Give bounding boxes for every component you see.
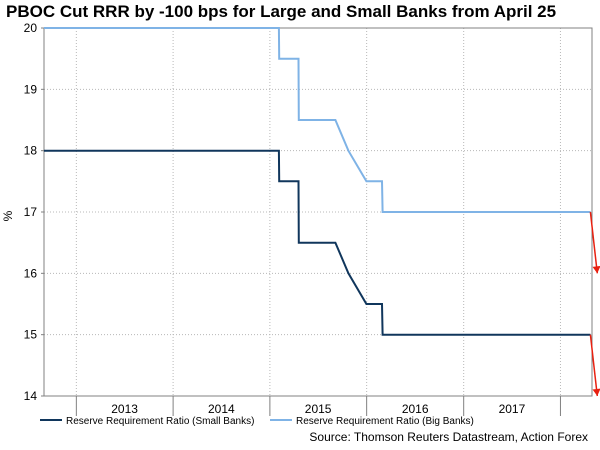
x-tick-label: 2015 xyxy=(305,402,332,416)
series-line-small-banks xyxy=(44,149,591,336)
annotations xyxy=(589,211,600,397)
y-tick-label: 15 xyxy=(24,328,38,342)
x-tick-label: 2016 xyxy=(402,402,429,416)
x-tick-label: 2017 xyxy=(499,402,526,416)
y-axis: 14 15 16 17 18 19 20 xyxy=(24,21,44,403)
legend-label: Reserve Requirement Ratio (Big Banks) xyxy=(296,416,474,427)
legend-label: Reserve Requirement Ratio (Small Banks) xyxy=(66,416,254,427)
y-tick-label: 14 xyxy=(24,389,38,403)
series-line-big-banks xyxy=(44,27,591,213)
cut-arrow-line xyxy=(589,334,599,397)
source-note: Source: Thomson Reuters Datastream, Acti… xyxy=(309,430,588,444)
y-axis-label: % xyxy=(1,210,15,221)
y-tick-label: 16 xyxy=(24,266,38,280)
x-axis: 2013 2014 2015 2016 2017 xyxy=(75,396,561,416)
chart-title: PBOC Cut RRR by -100 bps for Large and S… xyxy=(6,2,557,21)
cut-arrow-line xyxy=(589,211,599,274)
series xyxy=(44,27,591,336)
y-tick-label: 19 xyxy=(24,82,38,96)
y-tick-label: 20 xyxy=(24,21,38,35)
legend: Reserve Requirement Ratio (Small Banks) R… xyxy=(40,416,474,427)
x-tick-label: 2013 xyxy=(111,402,138,416)
cut-arrow-head xyxy=(592,388,600,396)
cut-arrow-head xyxy=(592,265,600,274)
y-tick-label: 18 xyxy=(24,144,38,158)
x-tick-label: 2014 xyxy=(208,402,235,416)
y-tick-label: 17 xyxy=(24,205,38,219)
